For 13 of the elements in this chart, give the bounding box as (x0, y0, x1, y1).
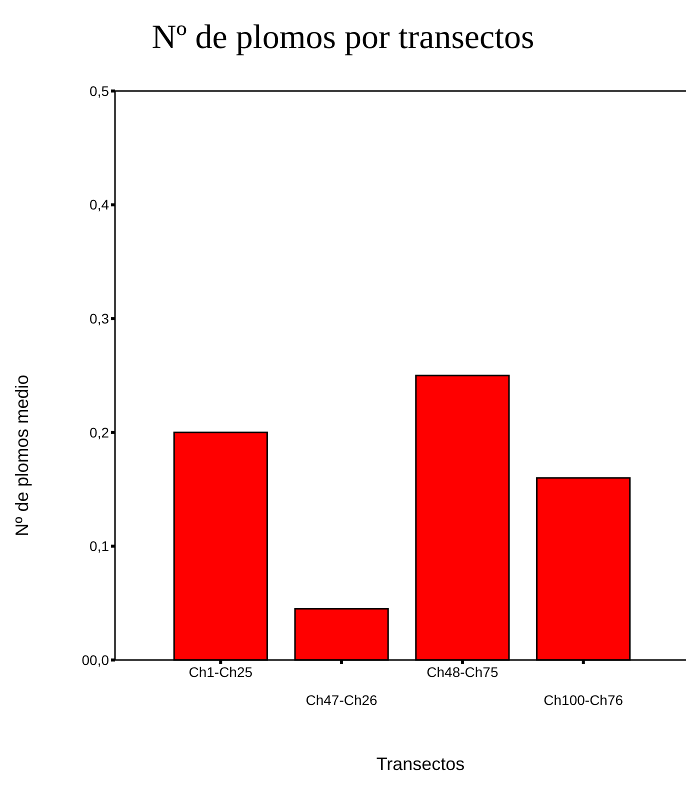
x-tick-label: Ch100-Ch76 (544, 692, 624, 708)
y-tick-label: 00,0 (82, 652, 110, 668)
x-tick-label: Ch1-Ch25 (188, 664, 253, 680)
y-tick-label: 0,3 (90, 310, 110, 326)
y-tick-label: 0,5 (90, 82, 110, 99)
y-tick-label: 0,4 (90, 196, 110, 213)
y-tick-label: 0,1 (90, 538, 110, 554)
y-tick-label: 0,2 (90, 424, 110, 440)
x-tick-label: Ch47-Ch26 (306, 692, 378, 708)
y-axis-title: Nº de plomos medio (12, 374, 32, 536)
x-axis-title: Transectos (376, 754, 465, 774)
chart-title: Nº de plomos por transectos (152, 19, 534, 56)
x-tick-label: Ch48-Ch75 (426, 664, 498, 680)
